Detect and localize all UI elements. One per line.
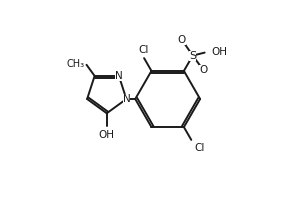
Text: S: S <box>189 50 196 61</box>
Text: CH₃: CH₃ <box>67 59 85 69</box>
Text: OH: OH <box>99 130 115 140</box>
Text: N: N <box>122 94 130 104</box>
Text: O: O <box>178 35 186 45</box>
Text: N: N <box>122 94 130 104</box>
Text: Cl: Cl <box>138 45 148 55</box>
Text: OH: OH <box>212 47 228 57</box>
Text: O: O <box>199 65 208 75</box>
Text: N: N <box>115 71 123 81</box>
Text: Cl: Cl <box>194 143 205 153</box>
